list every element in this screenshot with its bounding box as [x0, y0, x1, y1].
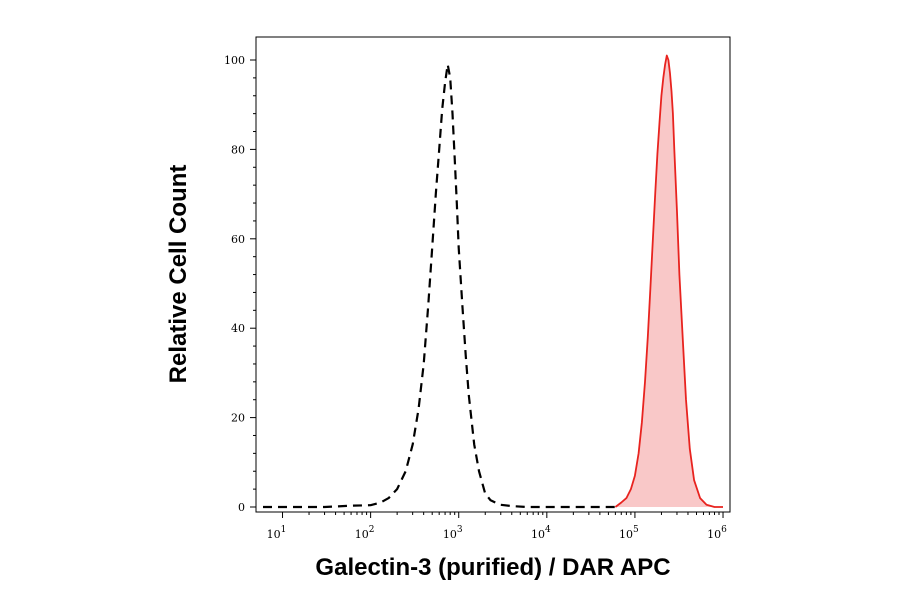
y-tick-label: 80	[231, 143, 245, 156]
y-tick-label: 100	[224, 54, 245, 67]
series-0-line	[263, 63, 616, 509]
y-tick-label: 0	[238, 501, 245, 514]
x-tick-label: 106	[707, 525, 727, 541]
x-tick-label: 103	[443, 525, 463, 541]
x-tick-label: 104	[531, 525, 551, 541]
x-tick-label: 102	[355, 525, 375, 541]
x-tick-label: 105	[619, 525, 639, 541]
y-tick-label: 20	[231, 412, 245, 425]
y-axis: 0 20 40 60 80 100	[224, 54, 256, 514]
series-1-line	[614, 54, 723, 508]
series-layer	[263, 54, 723, 509]
x-tick-label: 101	[267, 525, 287, 541]
x-axis-title: Galectin-3 (purified) / DAR APC	[315, 554, 670, 581]
y-tick-label: 60	[231, 233, 245, 246]
x-axis: 101 102 103 104 105 106	[267, 512, 727, 541]
y-tick-label: 40	[231, 322, 245, 335]
y-axis-title: Relative Cell Count	[165, 165, 192, 384]
series-1-area	[615, 55, 723, 507]
